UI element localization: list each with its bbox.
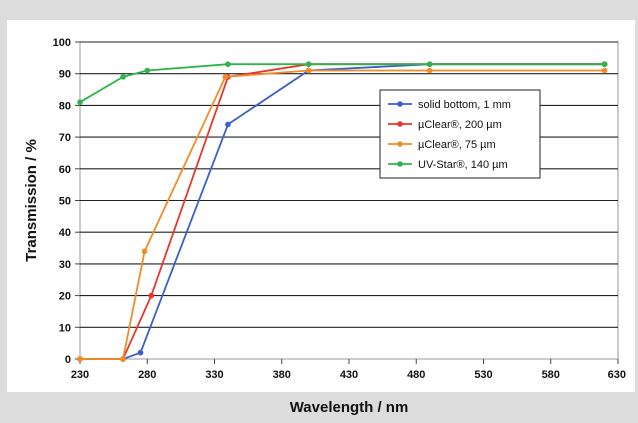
data-point-0 <box>137 349 144 356</box>
legend-label: solid bottom, 1 mm <box>418 99 511 111</box>
legend-marker <box>397 161 403 167</box>
legend-marker <box>397 121 403 127</box>
x-axis-ticks: 230 280 330 380 430 480 530 580 630 <box>71 359 626 381</box>
data-point-3 <box>77 99 83 106</box>
y-tick-label: 40 <box>59 227 71 239</box>
x-tick-label: 530 <box>474 369 492 381</box>
data-point-2 <box>141 248 148 255</box>
y-tick-label: 30 <box>59 259 71 271</box>
y-tick-label: 50 <box>59 196 71 208</box>
x-tick-label: 380 <box>273 369 291 381</box>
data-point-2 <box>120 356 126 362</box>
data-point-3 <box>120 74 126 80</box>
y-tick-label: 70 <box>59 132 71 144</box>
legend: solid bottom, 1 mm µClear®, 200 µm µClear®… <box>379 89 541 179</box>
y-tick-label: 60 <box>59 164 71 176</box>
data-point-3 <box>601 61 608 67</box>
data-point-2 <box>601 67 608 74</box>
legend-label: µClear®, 75 µm <box>418 139 496 151</box>
data-point-3 <box>225 61 231 67</box>
y-tick-label: 0 <box>65 354 71 366</box>
x-tick-label: 330 <box>205 369 223 381</box>
x-tick-label: 580 <box>542 369 560 381</box>
x-tick-label: 280 <box>138 369 156 381</box>
x-tick-label: 430 <box>340 369 358 381</box>
y-tick-label: 100 <box>53 37 71 49</box>
legend-marker <box>397 141 403 147</box>
data-point-2 <box>77 356 83 362</box>
legend-marker <box>397 101 403 107</box>
y-tick-label: 80 <box>59 100 71 112</box>
y-tick-label: 20 <box>59 291 71 303</box>
data-point-2 <box>426 67 433 74</box>
legend-label: UV-Star®, 140 µm <box>418 159 508 171</box>
y-axis-label: Transmission / % <box>23 139 40 262</box>
data-point-3 <box>426 61 433 67</box>
y-tick-label: 90 <box>59 69 71 81</box>
x-tick-label: 230 <box>71 369 89 381</box>
x-tick-label: 630 <box>608 369 626 381</box>
x-axis-label: Wavelength / nm <box>290 399 409 416</box>
data-point-1 <box>148 292 155 299</box>
data-point-3 <box>305 61 312 67</box>
series-lines <box>77 61 608 362</box>
legend-label: µClear®, 200 µm <box>418 119 502 131</box>
data-point-2 <box>222 74 229 80</box>
y-tick-label: 10 <box>59 322 71 334</box>
y-axis-ticks: 0 10 20 30 40 50 60 70 80 90 100 <box>53 37 80 366</box>
data-point-2 <box>305 67 312 74</box>
data-point-3 <box>144 67 151 74</box>
data-point-0 <box>225 121 231 128</box>
x-tick-label: 480 <box>407 369 425 381</box>
